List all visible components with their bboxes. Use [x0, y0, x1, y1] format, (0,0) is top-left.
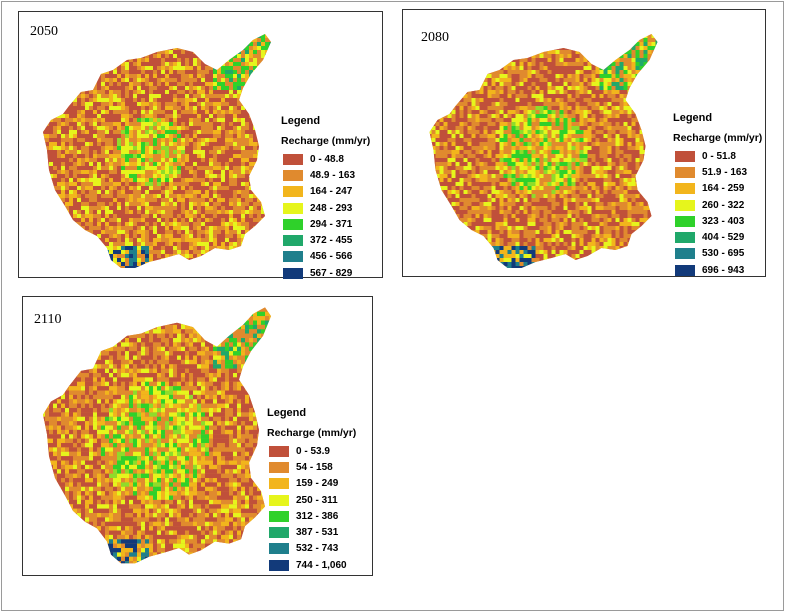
panel-year: 2080 [421, 30, 449, 45]
legend-item: 164 - 247 [281, 184, 370, 200]
legend-item: 456 - 566 [281, 249, 370, 265]
legend-label: 323 - 403 [702, 215, 745, 227]
legend-swatch [283, 267, 303, 279]
legend-label: 744 - 1,060 [296, 559, 347, 571]
recharge-map-2110 [43, 307, 271, 564]
legend-item: 372 - 455 [281, 232, 370, 248]
legend-label: 530 - 695 [702, 248, 745, 260]
legend-item: 0 - 53.9 [267, 443, 356, 459]
legend-item: 387 - 531 [267, 524, 356, 540]
legend-item: 744 - 1,060 [267, 557, 356, 573]
legend-label: 456 - 566 [310, 251, 353, 263]
legend-label: 164 - 247 [310, 186, 353, 198]
legend-item: 248 - 293 [281, 200, 370, 216]
legend-swatch [269, 445, 289, 457]
legend-item: 0 - 48.8 [281, 151, 370, 167]
legend-title: Legend [267, 407, 307, 419]
legend-item: 164 - 259 [673, 181, 762, 197]
map-legend: Legend Recharge (mm/yr) 0 - 51.8 51.9 - 1… [673, 112, 762, 278]
legend-item: 696 - 943 [673, 262, 762, 278]
legend-swatch [269, 510, 289, 522]
legend-item: 51.9 - 163 [673, 164, 762, 180]
legend-swatch [675, 215, 695, 227]
legend-items: 0 - 48.8 48.9 - 163 164 - 247 248 - 293 294 … [281, 151, 370, 281]
legend-label: 532 - 743 [296, 543, 339, 555]
legend-label: 51.9 - 163 [702, 166, 748, 178]
legend-label: 159 - 249 [296, 478, 339, 490]
legend-item: 260 - 322 [673, 197, 762, 213]
legend-label: 372 - 455 [310, 235, 353, 247]
legend-label: 0 - 53.9 [296, 445, 330, 457]
legend-label: 260 - 322 [702, 199, 745, 211]
legend-label: 248 - 293 [310, 202, 353, 214]
panel-year: 2050 [30, 24, 58, 39]
legend-item: 0 - 51.8 [673, 148, 762, 164]
legend-label: 0 - 51.8 [702, 150, 736, 162]
legend-label: 294 - 371 [310, 218, 353, 230]
legend-swatch [269, 527, 289, 539]
legend-item: 159 - 249 [267, 476, 356, 492]
legend-item: 567 - 829 [281, 265, 370, 281]
legend-label: 0 - 48.8 [310, 153, 344, 165]
legend-swatch [283, 251, 303, 263]
map-legend: Legend Recharge (mm/yr) 0 - 53.9 54 - 158… [267, 407, 356, 573]
legend-swatch [283, 169, 303, 181]
legend-items: 0 - 51.8 51.9 - 163 164 - 259 260 - 322 323 … [673, 148, 762, 278]
map-legend: Legend Recharge (mm/yr) 0 - 48.8 48.9 - 1… [281, 115, 370, 281]
legend-label: 164 - 259 [702, 183, 745, 195]
legend-swatch [675, 150, 695, 162]
legend-label: 404 - 529 [702, 232, 745, 244]
legend-items: 0 - 53.9 54 - 158 159 - 249 250 - 311 312 - … [267, 443, 356, 573]
legend-label: 48.9 - 163 [310, 169, 356, 181]
panel-year: 2110 [34, 312, 62, 327]
legend-subtitle: Recharge (mm/yr) [267, 427, 357, 439]
legend-title: Legend [673, 112, 713, 124]
legend-swatch [675, 166, 695, 178]
legend-swatch [675, 199, 695, 211]
legend-swatch [283, 218, 303, 230]
legend-item: 312 - 386 [267, 508, 356, 524]
recharge-map-2050 [43, 34, 271, 268]
legend-swatch [283, 186, 303, 198]
legend-item: 54 - 158 [267, 459, 356, 475]
legend-label: 696 - 943 [702, 264, 745, 276]
legend-item: 404 - 529 [673, 229, 762, 245]
legend-swatch [675, 264, 695, 276]
legend-subtitle: Recharge (mm/yr) [673, 132, 763, 144]
legend-swatch [675, 183, 695, 195]
legend-label: 250 - 311 [296, 494, 338, 506]
legend-swatch [675, 232, 695, 244]
legend-swatch [269, 494, 289, 506]
legend-item: 532 - 743 [267, 541, 356, 557]
legend-swatch [269, 543, 289, 555]
recharge-map-2080 [429, 34, 658, 268]
legend-swatch [283, 235, 303, 247]
legend-label: 54 - 158 [296, 461, 333, 473]
legend-title: Legend [281, 115, 321, 127]
legend-item: 250 - 311 [267, 492, 356, 508]
map-panel-2080: 2080 Legend Recharge (mm/yr) 0 - 51.8 51.… [402, 9, 766, 277]
legend-swatch [269, 559, 289, 571]
legend-swatch [283, 153, 303, 165]
legend-subtitle: Recharge (mm/yr) [281, 135, 371, 147]
legend-label: 387 - 531 [296, 527, 339, 539]
legend-label: 567 - 829 [310, 267, 353, 279]
legend-swatch [675, 248, 695, 260]
map-panel-2050: 2050 Legend Recharge (mm/yr) 0 - 48.8 48.… [18, 11, 383, 281]
legend-item: 530 - 695 [673, 246, 762, 262]
legend-item: 323 - 403 [673, 213, 762, 229]
legend-item: 48.9 - 163 [281, 167, 370, 183]
legend-swatch [269, 461, 289, 473]
map-panel-2110: 2110 Legend Recharge (mm/yr) 0 - 53.9 54 … [22, 296, 373, 576]
legend-item: 294 - 371 [281, 216, 370, 232]
legend-swatch [269, 478, 289, 490]
legend-swatch [283, 202, 303, 214]
legend-label: 312 - 386 [296, 510, 339, 522]
